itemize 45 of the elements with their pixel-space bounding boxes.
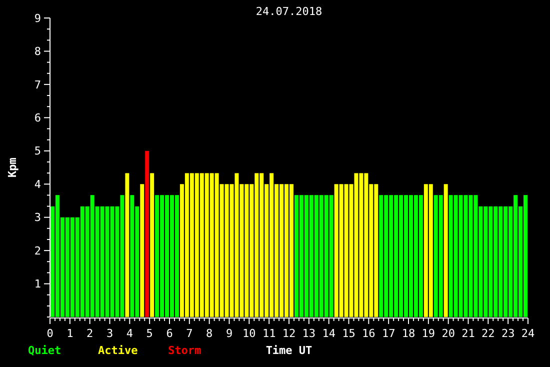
x-tick-label: 22 [482, 327, 495, 340]
x-tick-label: 13 [302, 327, 316, 340]
x-tick-label: 23 [501, 327, 515, 340]
y-tick-label: 6 [34, 112, 41, 125]
bar [444, 184, 448, 317]
y-axis-title: Kpm [6, 157, 19, 178]
x-tick-label: 11 [262, 327, 276, 340]
bar [150, 173, 154, 317]
y-tick-label: 4 [34, 178, 42, 191]
bar [145, 150, 150, 317]
y-tick-label: 1 [34, 278, 41, 291]
x-axis-title: Time UT [266, 344, 313, 357]
x-tick-label: 9 [226, 327, 233, 340]
chart-title: 24.07.2018 [256, 5, 322, 18]
x-tick-label: 21 [462, 327, 475, 340]
y-tick-label: 8 [34, 45, 41, 58]
x-tick-label: 19 [422, 327, 436, 340]
x-tick-label: 14 [322, 327, 336, 340]
x-tick-label: 10 [242, 327, 256, 340]
x-tick-label: 2 [86, 327, 94, 340]
x-tick-label: 3 [106, 327, 114, 340]
x-tick-label: 1 [66, 327, 74, 340]
x-tick-label: 6 [166, 327, 173, 340]
x-tick-label: 15 [342, 327, 356, 340]
x-tick-label: 17 [382, 327, 396, 340]
x-tick-label: 20 [442, 327, 455, 340]
bar [140, 184, 144, 317]
text: Active [98, 344, 138, 357]
bar [125, 173, 130, 317]
y-tick-label: 9 [34, 12, 41, 25]
x-tick-label: 8 [206, 327, 213, 340]
x-tick-label: 4 [126, 327, 134, 340]
text: Storm [168, 344, 202, 357]
text: Quiet [28, 344, 62, 357]
y-tick-label: 7 [34, 78, 41, 92]
x-tick-label: 5 [146, 327, 153, 340]
x-tick-label: 24 [521, 327, 535, 340]
y-tick-label: 5 [34, 144, 41, 158]
x-tick-label: 12 [282, 327, 296, 340]
x-tick-label: 7 [186, 327, 193, 340]
x-tick-label: 18 [402, 327, 416, 340]
x-tick-label: 0 [46, 327, 54, 340]
y-tick-label: 2 [34, 244, 41, 258]
y-tick-label: 3 [34, 211, 41, 224]
x-tick-label: 16 [362, 327, 376, 340]
